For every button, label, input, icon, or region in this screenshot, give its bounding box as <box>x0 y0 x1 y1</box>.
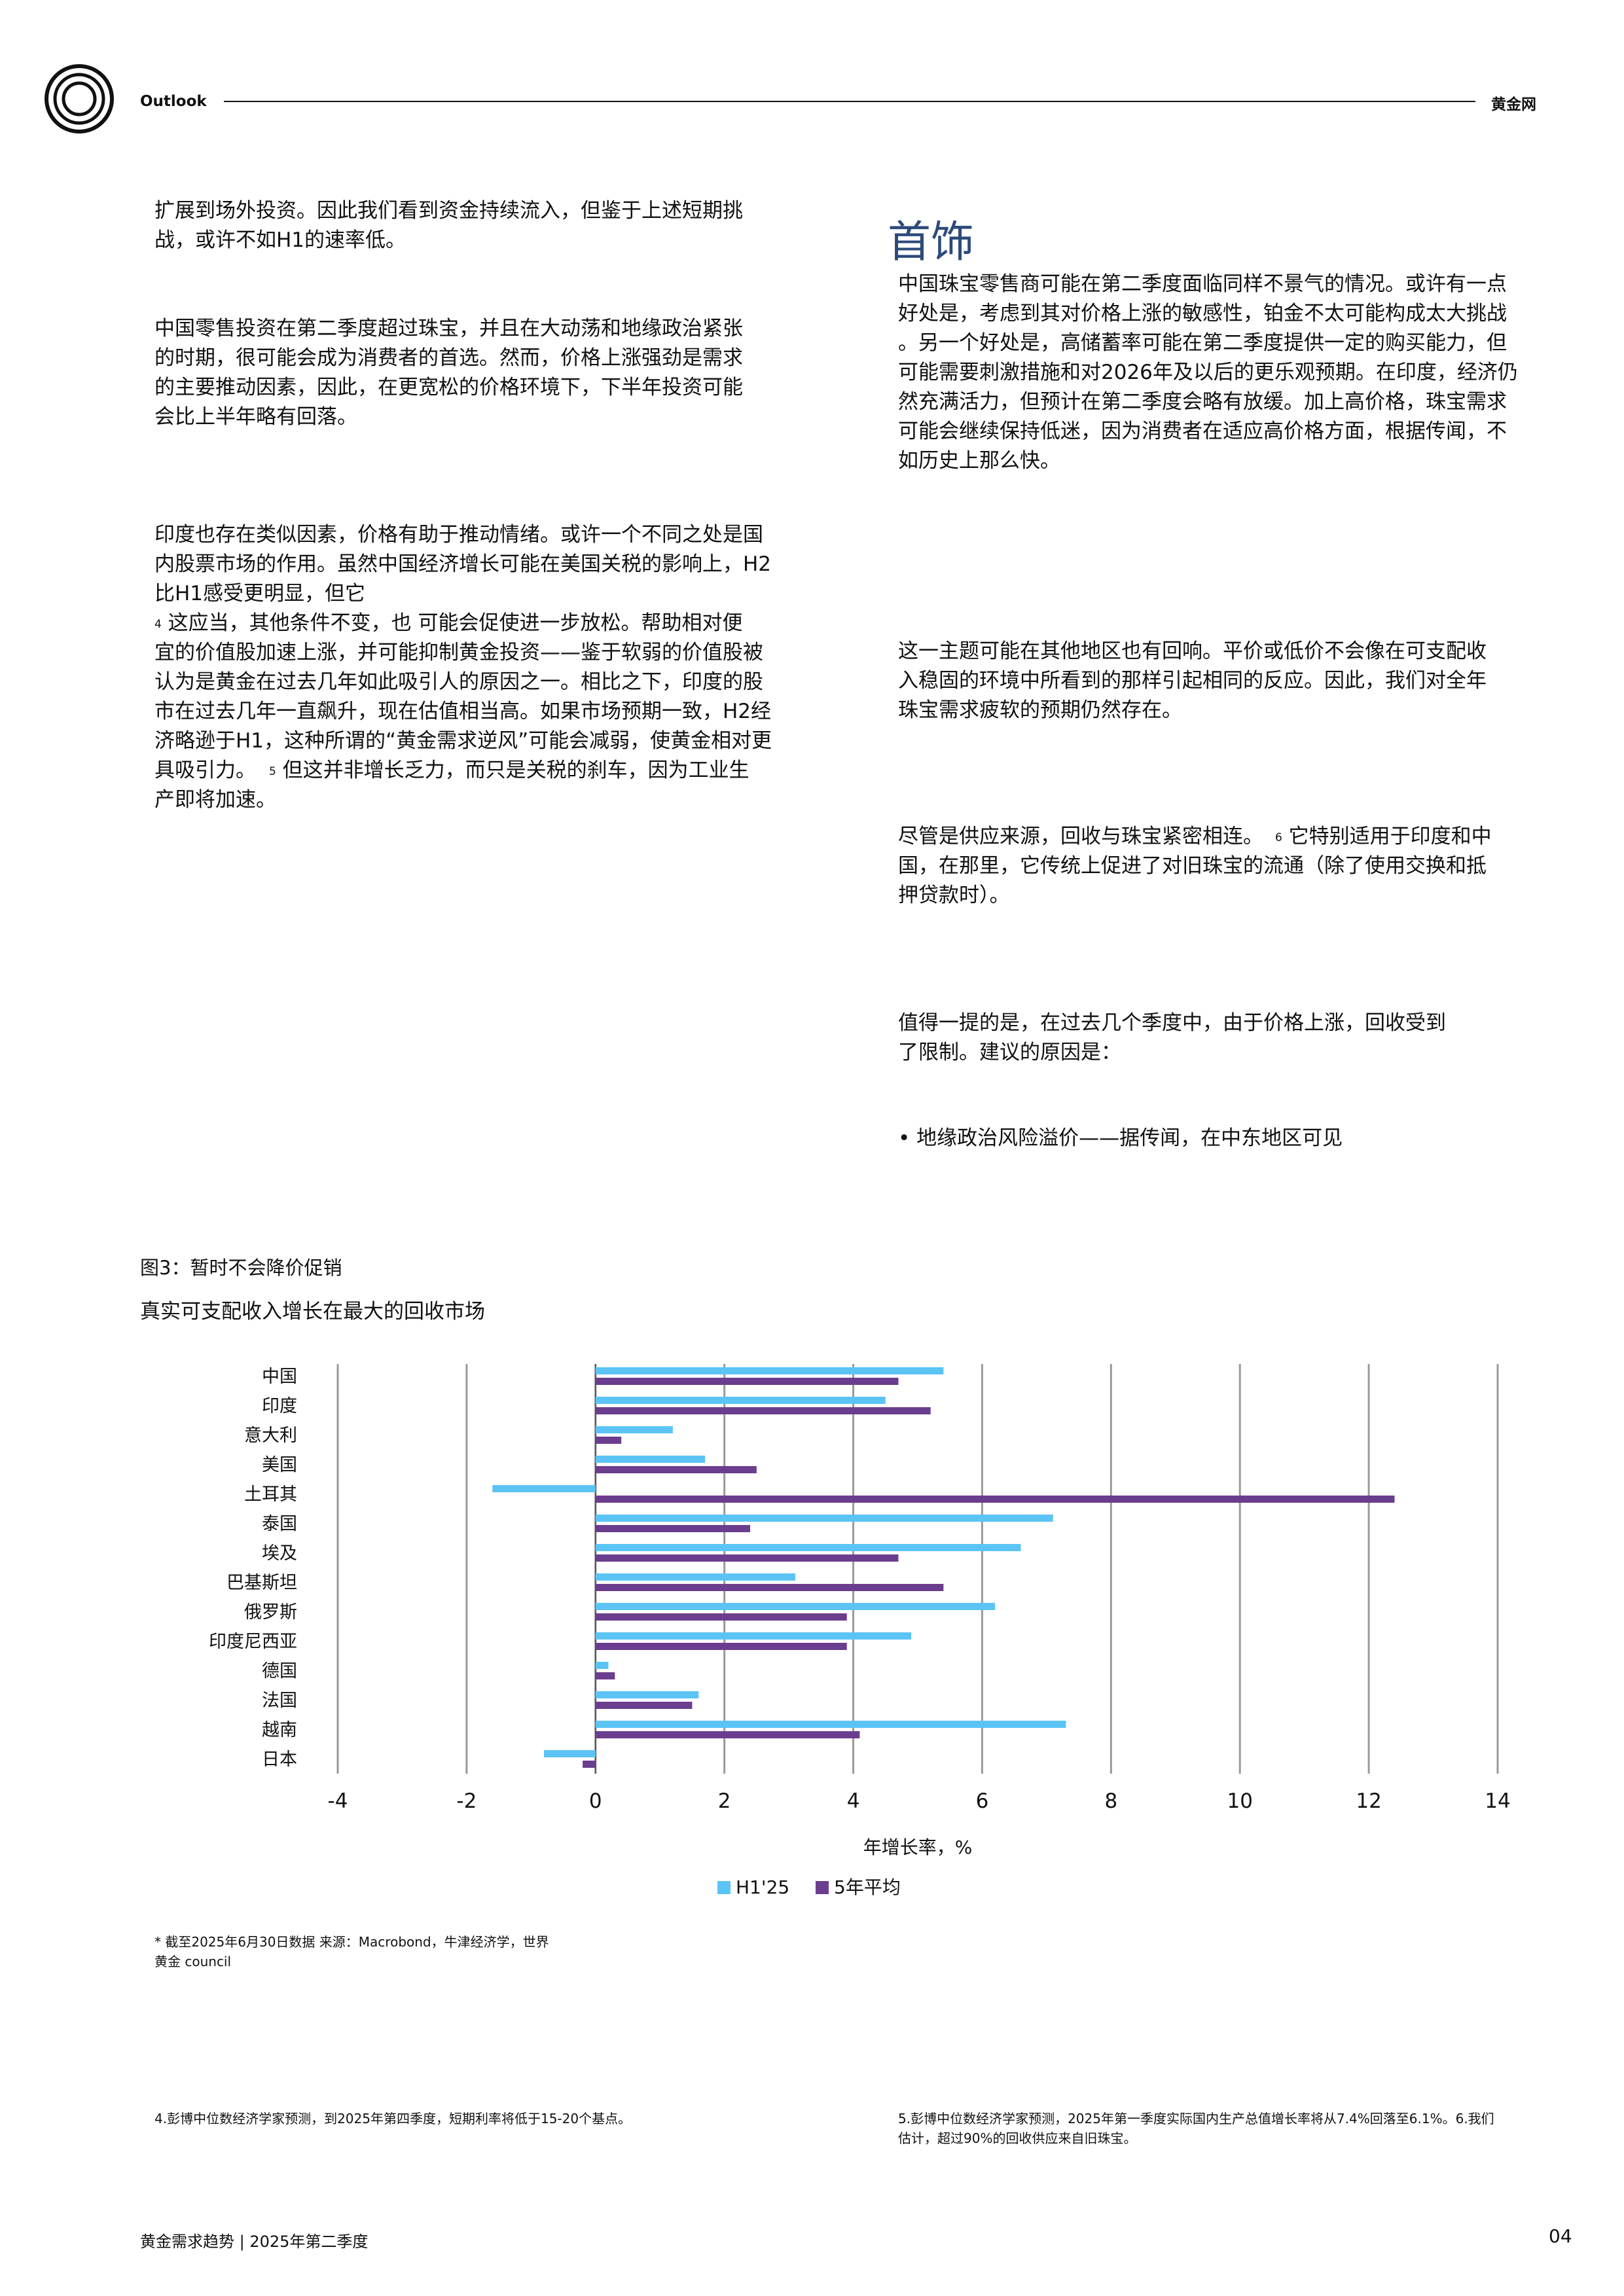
category-label: 泰国 <box>262 1514 297 1534</box>
bar-5yr-avg <box>595 1702 693 1709</box>
bullet-item: • 地缘政治风险溢价——据传闻，在中东地区可见 <box>898 1126 1343 1150</box>
x-tick-label: -2 <box>456 1789 477 1813</box>
bar-h1-25 <box>595 1632 912 1640</box>
header-section-label: Outlook <box>140 93 207 110</box>
bar-5yr-avg <box>595 1525 751 1532</box>
bar-h1-25 <box>595 1367 944 1374</box>
x-tick-label: -4 <box>328 1789 348 1813</box>
category-label: 印度尼西亚 <box>209 1632 297 1652</box>
x-tick-label: 2 <box>718 1789 731 1813</box>
x-tick-label: 14 <box>1485 1789 1510 1813</box>
bar-5yr-avg <box>595 1554 899 1562</box>
bar-h1-25 <box>595 1544 1021 1551</box>
legend-swatch <box>717 1881 731 1894</box>
legend-swatch <box>816 1881 829 1894</box>
bar-5yr-avg <box>595 1437 622 1444</box>
category-label: 美国 <box>262 1455 297 1475</box>
right-paragraph-3a: 尽管是供应来源，回收与珠宝紧密相连。 <box>898 825 1263 848</box>
right-paragraph-1: 中国珠宝零售商可能在第二季度面临同样不景气的情况。或许有一点 好处是，考虑到其对… <box>898 272 1518 473</box>
category-label: 俄罗斯 <box>244 1602 297 1623</box>
x-tick-label: 8 <box>1104 1789 1117 1813</box>
figure-source-note: * 截至2025年6月30日数据 来源：Macrobond，牛津经济学，世界 黄… <box>154 1934 549 1969</box>
left-paragraph-3a: 印度也存在类似因素，价格有助于推动情绪。或许一个不同之处是国 内股票市场的作用。… <box>154 523 772 605</box>
bar-5yr-avg <box>595 1378 899 1385</box>
bar-h1-25 <box>595 1397 886 1404</box>
bar-5yr-avg <box>595 1672 615 1679</box>
right-paragraph-4: 值得一提的是，在过去几个季度中，由于价格上涨，回收受到 了限制。建议的原因是： <box>898 1011 1446 1064</box>
bar-h1-25 <box>595 1603 996 1610</box>
category-label: 日本 <box>262 1749 297 1770</box>
right-paragraph-3b: 它特别适用于印度和中 国，在那里，它传统上促进了对旧珠宝的流通（除了使用交换和抵… <box>898 825 1492 907</box>
bar-h1-25 <box>595 1721 1066 1728</box>
right-paragraph-3: 尽管是供应来源，回收与珠宝紧密相连。 6 它特别适用于印度和中 国，在那里，它传统… <box>898 822 1572 910</box>
x-tick-label: 10 <box>1227 1789 1252 1813</box>
footnote-ref-4: 4 <box>154 618 162 631</box>
right-column: 中国珠宝零售商可能在第二季度面临同样不景气的情况。或许有一点 好处是，考虑到其对… <box>898 270 1572 1153</box>
x-tick-label: 12 <box>1356 1789 1381 1813</box>
footnote-ref-5: 5 <box>269 765 276 778</box>
bar-h1-25 <box>595 1573 795 1581</box>
left-paragraph-1: 扩展到场外投资。因此我们看到资金持续流入，但鉴于上述短期挑 战，或许不如H1的速… <box>154 199 743 252</box>
legend-label: 5年平均 <box>834 1876 901 1898</box>
footnote-left: 4.彭博中位数经济学家预测，到2025年第四季度，短期利率将低于15-20个基点… <box>154 2111 632 2126</box>
bar-5yr-avg <box>595 1496 1395 1503</box>
footnote-right: 5.彭博中位数经济学家预测，2025年第一季度实际国内生产总值增长率将从7.4%… <box>898 2111 1494 2146</box>
footnote-ref-6: 6 <box>1275 831 1282 844</box>
figure-title: 图3：暂时不会降价促销 <box>140 1257 342 1279</box>
bar-5yr-avg <box>595 1643 847 1650</box>
left-paragraph-3b: 这应当，其他条件不变，也 可能会促使进一步放松。帮助相对便 宜的价值股加速上涨，… <box>154 611 772 782</box>
bar-5yr-avg <box>595 1584 944 1591</box>
footer-title: 黄金需求趋势 | 2025年第二季度 <box>140 2233 369 2251</box>
concentric-circles-logo-icon <box>45 64 114 134</box>
category-label: 越南 <box>262 1720 297 1740</box>
bar-h1-25 <box>492 1485 596 1492</box>
left-paragraph-2: 中国零售投资在第二季度超过珠宝，并且在大动荡和地缘政治紧张 的时期，很可能会成为… <box>154 317 743 429</box>
category-label: 中国 <box>262 1367 297 1387</box>
left-paragraph-3: 印度也存在类似因素，价格有助于推动情绪。或许一个不同之处是国 内股票市场的作用。… <box>154 520 816 815</box>
legend-label: H1'25 <box>736 1876 789 1898</box>
category-label: 埃及 <box>262 1543 297 1564</box>
bar-5yr-avg <box>595 1731 860 1738</box>
category-label: 德国 <box>262 1661 297 1681</box>
category-label: 意大利 <box>244 1426 297 1446</box>
bar-5yr-avg <box>583 1761 596 1768</box>
bar-h1-25 <box>595 1426 673 1433</box>
x-tick-label: 6 <box>976 1789 989 1813</box>
x-tick-label: 4 <box>847 1789 860 1813</box>
category-label: 法国 <box>262 1691 297 1711</box>
bar-h1-25 <box>595 1691 699 1698</box>
bar-h1-25 <box>595 1515 1053 1522</box>
header-divider <box>224 101 1475 102</box>
page-number: 04 <box>1549 2225 1572 2247</box>
x-axis-label: 年增长率，% <box>863 1837 973 1858</box>
section-title: 首饰 <box>888 217 974 267</box>
bar-5yr-avg <box>595 1466 757 1473</box>
x-tick-label: 0 <box>589 1789 602 1813</box>
category-label: 印度 <box>262 1396 297 1416</box>
category-label: 土耳其 <box>244 1484 297 1505</box>
bar-chart: -4 -2 0 2 4 6 8 10 12 14 中国印度意大利美国土耳其泰国埃及巴基斯坦俄罗斯印度… <box>209 1364 1511 1898</box>
bar-5yr-avg <box>595 1613 847 1621</box>
header-brand: 黄金网 <box>1491 96 1536 113</box>
bar-h1-25 <box>544 1750 596 1757</box>
bar-h1-25 <box>595 1456 706 1463</box>
left-paragraph-3c: 但这并非增长乏力，而只是关税的刹车，因为工业生 产即将加速。 <box>154 759 749 812</box>
bar-h1-25 <box>595 1662 609 1669</box>
left-column: 扩展到场外投资。因此我们看到资金持续流入，但鉴于上述短期挑 战，或许不如H1的速… <box>154 196 816 815</box>
figure-subtitle: 真实可支配收入增长在最大的回收市场 <box>140 1300 485 1323</box>
category-label: 巴基斯坦 <box>226 1573 297 1593</box>
bar-5yr-avg <box>595 1407 931 1414</box>
right-paragraph-2: 这一主题可能在其他地区也有回响。平价或低价不会像在可支配收 入稳固的环境中所看到… <box>898 639 1487 722</box>
